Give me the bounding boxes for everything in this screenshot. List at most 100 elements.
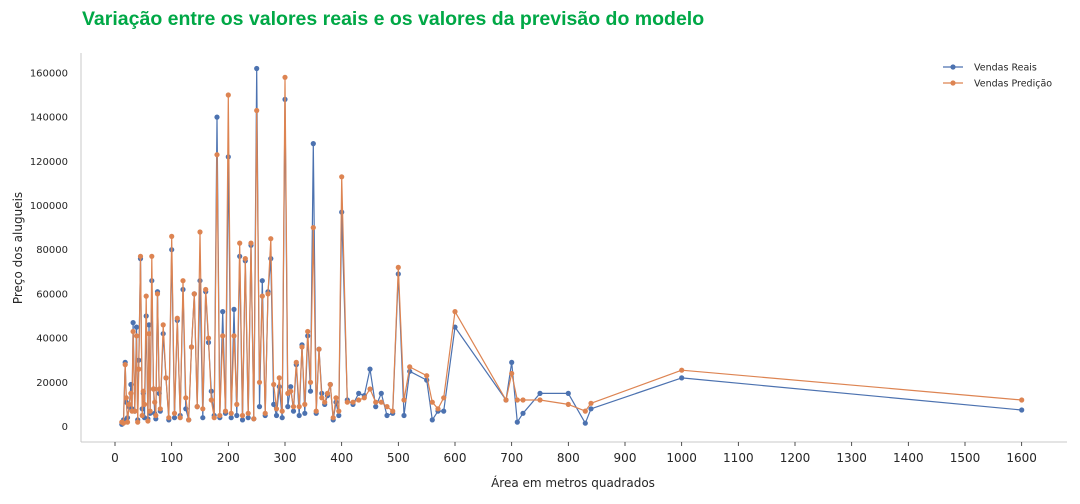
data-point: [276, 384, 282, 390]
data-point: [302, 410, 308, 416]
data-point: [214, 114, 220, 120]
data-point: [256, 404, 263, 410]
data-point: [157, 406, 163, 412]
data-point: [288, 388, 294, 394]
data-point: [146, 322, 152, 328]
x-tick-label: 1200: [780, 451, 811, 465]
data-point: [429, 399, 435, 405]
data-point: [503, 397, 509, 403]
data-point: [228, 410, 234, 416]
data-point: [137, 253, 144, 259]
x-tick-label: 1400: [893, 451, 924, 465]
data-point: [310, 225, 316, 231]
data-point: [273, 412, 280, 419]
data-point: [220, 309, 226, 315]
x-tick-label: 1300: [836, 451, 867, 465]
data-point: [169, 233, 175, 239]
data-point: [174, 315, 180, 321]
data-point: [344, 399, 350, 405]
data-point: [285, 404, 291, 410]
x-tick-label: 800: [557, 451, 580, 465]
data-point: [279, 408, 285, 414]
data-point: [299, 344, 305, 350]
data-point: [251, 416, 257, 422]
data-point: [130, 320, 136, 326]
axes: 0 100 200 300 400 500 600 700 800 900 1000 1100 1200…: [30, 53, 1067, 465]
data-point: [679, 367, 685, 373]
data-point: [203, 286, 209, 293]
data-point: [186, 417, 192, 423]
data-point: [679, 375, 685, 381]
data-point: [1019, 397, 1025, 403]
data-point: [407, 364, 413, 370]
x-tick-label: 600: [444, 451, 467, 465]
legend-label: Vendas Reais: [974, 63, 1037, 74]
x-tick-label: 1000: [666, 451, 697, 465]
data-point: [145, 418, 151, 424]
data-point: [390, 408, 396, 414]
data-point: [225, 92, 231, 98]
x-tick-label: 700: [500, 451, 523, 465]
data-point: [217, 412, 223, 419]
data-point: [373, 404, 379, 410]
data-point: [384, 404, 390, 410]
y-tick-label: 140000: [30, 113, 68, 124]
data-point: [136, 366, 142, 372]
data-point: [565, 401, 571, 407]
data-point: [130, 328, 136, 335]
data-point: [197, 278, 203, 284]
data-point: [143, 293, 149, 299]
data-point: [565, 390, 571, 396]
data-point: [234, 401, 240, 407]
x-axis-label: Área em metros quadrados: [491, 475, 655, 490]
data-point: [588, 406, 594, 412]
data-point: [582, 408, 588, 414]
data-point: [290, 408, 297, 414]
data-point: [160, 322, 166, 328]
legend-label: Vendas Predição: [974, 79, 1052, 90]
data-point: [319, 395, 325, 401]
x-tick-label: 300: [274, 451, 297, 465]
data-point: [296, 412, 302, 419]
data-point: [514, 397, 520, 403]
data-point: [163, 375, 169, 381]
data-point: [537, 390, 543, 396]
data-point: [139, 412, 145, 419]
data-point: [237, 240, 243, 246]
data-point: [509, 370, 515, 377]
data-point: [333, 395, 339, 401]
y-tick-label: 60000: [36, 289, 68, 300]
data-point: [367, 386, 373, 392]
x-tick-label: 900: [614, 451, 637, 465]
data-point: [150, 386, 157, 392]
data-point: [401, 397, 407, 403]
series-line: [121, 76, 1022, 424]
data-point: [290, 404, 297, 410]
data-point: [293, 359, 299, 365]
data-point: [452, 309, 458, 315]
data-point: [356, 390, 362, 396]
data-point: [324, 390, 331, 396]
legend-marker: [950, 64, 956, 70]
data-point: [126, 401, 132, 407]
data-point: [231, 333, 237, 339]
data-point: [361, 395, 367, 401]
data-point: [307, 379, 314, 385]
data-point: [271, 401, 277, 407]
data-point: [339, 174, 345, 180]
data-point: [509, 359, 515, 365]
series-vendas-predicao: [119, 74, 1025, 426]
chart-title: Variação entre os valores reais e os val…: [82, 8, 705, 30]
data-point: [514, 419, 520, 425]
data-point: [254, 65, 260, 72]
data-point: [248, 240, 254, 246]
data-point: [288, 384, 294, 390]
data-point: [205, 335, 212, 341]
data-point: [166, 415, 172, 421]
data-point: [356, 397, 362, 403]
y-tick-label: 120000: [30, 157, 68, 168]
data-point: [282, 74, 288, 80]
y-tick-label: 20000: [36, 378, 68, 389]
data-point: [256, 379, 263, 385]
